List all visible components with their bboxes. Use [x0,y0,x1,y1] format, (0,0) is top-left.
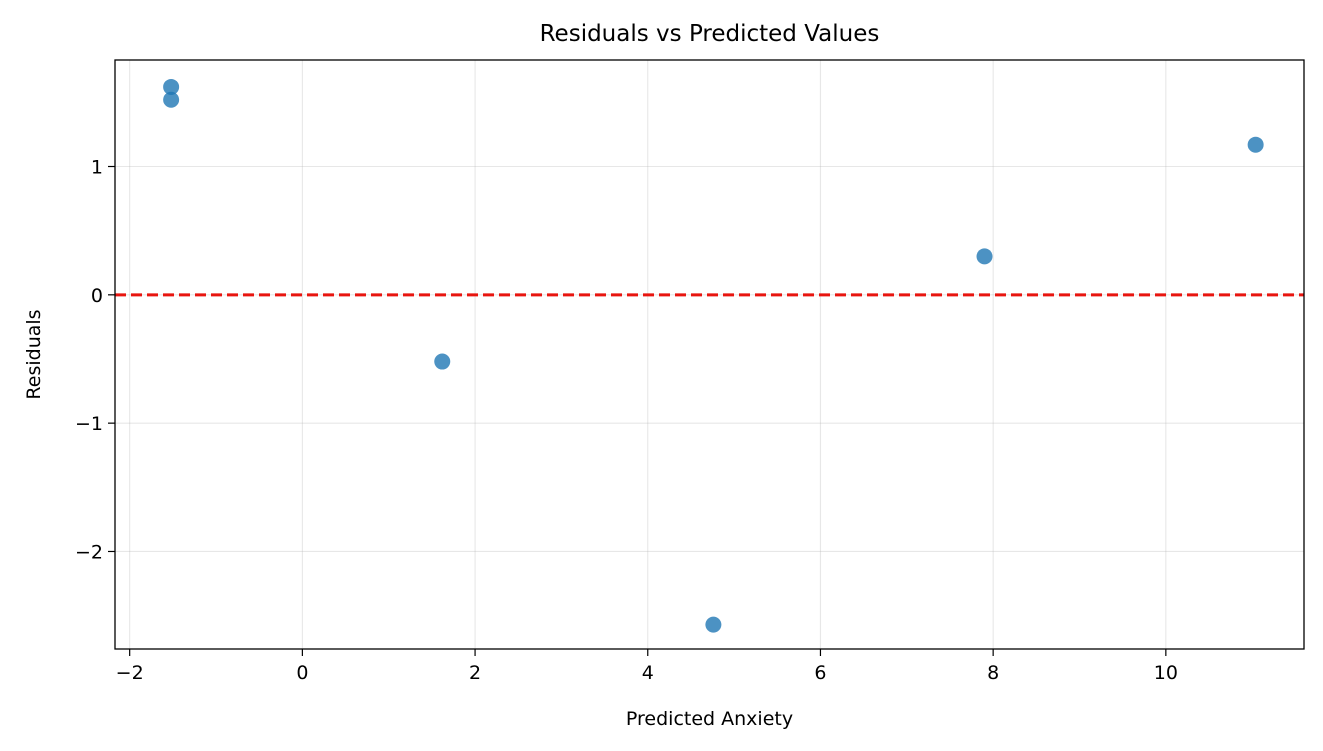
y-tick-label: −1 [75,413,103,435]
y-tick-label: −2 [75,541,103,563]
y-axis-label: Residuals [23,309,45,399]
data-point [163,78,180,95]
x-tick-label: 10 [1154,662,1178,684]
y-tick-label: 0 [91,285,103,307]
data-points [163,78,1264,633]
data-point [705,616,722,633]
data-point [434,353,451,370]
chart-title: Residuals vs Predicted Values [540,21,880,47]
x-tick-label: 0 [296,662,308,684]
plot-area-frame [114,59,1305,650]
x-tick-label: 4 [642,662,654,684]
data-point [1247,136,1264,153]
grid [115,60,1304,649]
data-point [163,91,180,108]
data-point [976,248,993,265]
x-axis-label: Predicted Anxiety [626,708,793,730]
x-tick-label: 8 [987,662,999,684]
y-tick-label: 1 [91,157,103,179]
axis-ticks: −2 0 2 4 6 8 10 −2 −1 0 1 [75,157,1178,684]
x-tick-label: 2 [469,662,481,684]
x-tick-label: −2 [116,662,144,684]
x-tick-label: 6 [814,662,826,684]
